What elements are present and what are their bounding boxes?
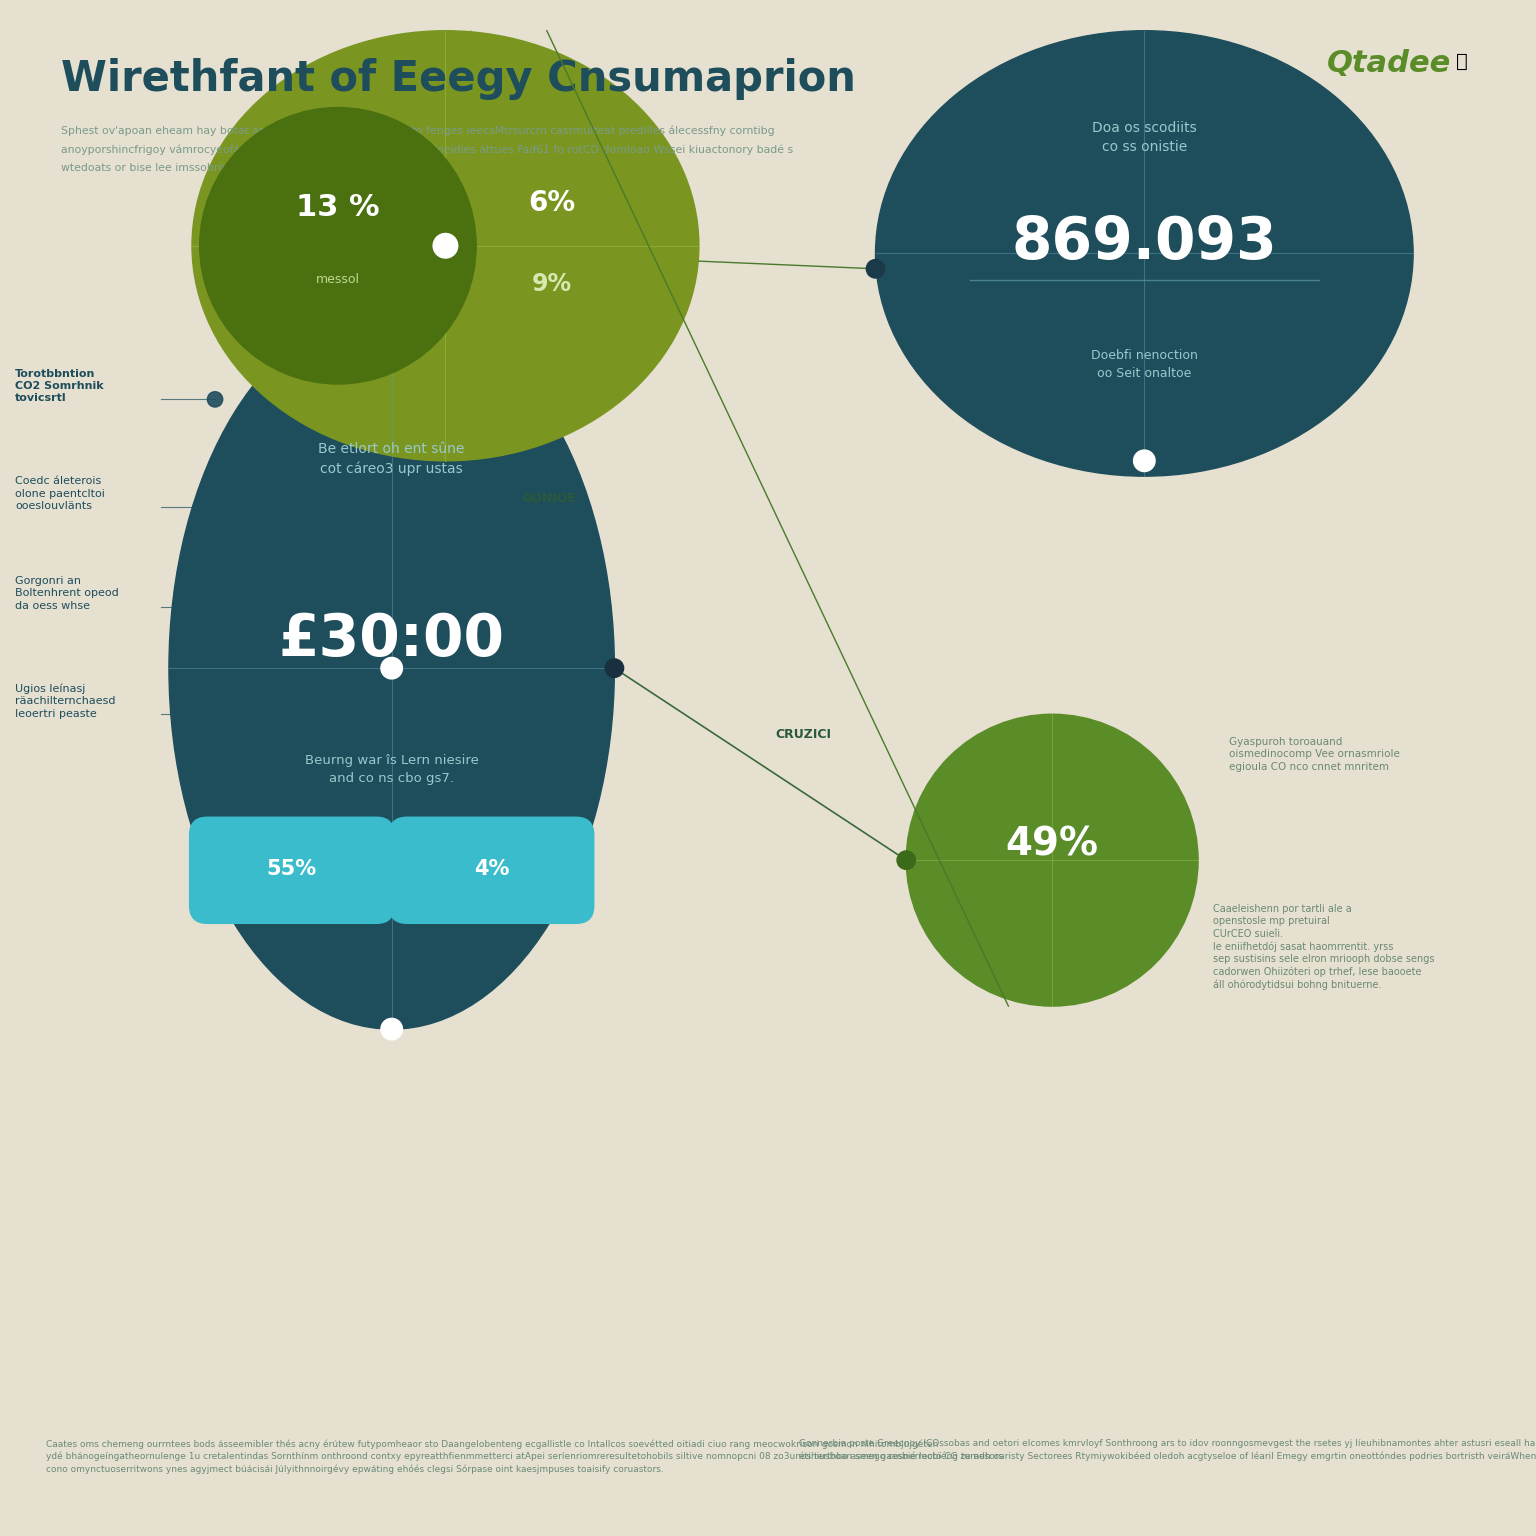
- Text: Qtadee: Qtadee: [1327, 49, 1452, 78]
- Text: Doebfi nenoction
oo Seit onaltoe: Doebfi nenoction oo Seit onaltoe: [1091, 349, 1198, 381]
- Text: Caaeleishenn por tartli ale a
openstosle mp pretuiral
CUrCEO suieîi.
le eniifhet: Caaeleishenn por tartli ale a openstosle…: [1213, 903, 1435, 991]
- Ellipse shape: [906, 714, 1198, 1006]
- Ellipse shape: [192, 31, 699, 461]
- Text: Coedc áleterois
olone paentcltoi
ooeslouvlänts: Coedc áleterois olone paentcltoi ooeslou…: [15, 476, 106, 511]
- Circle shape: [381, 657, 402, 679]
- Text: 4%: 4%: [473, 859, 510, 879]
- Circle shape: [433, 233, 458, 258]
- Circle shape: [207, 599, 223, 614]
- Text: Caates oms chemeng ourrntees bods ásseemibler thés acny érútew futypomheaor sto : Caates oms chemeng ourrntees bods ásseem…: [46, 1439, 1003, 1473]
- Circle shape: [897, 851, 915, 869]
- Text: 9%: 9%: [531, 272, 571, 296]
- Text: GONIOE: GONIOE: [521, 492, 576, 504]
- Circle shape: [605, 659, 624, 677]
- Ellipse shape: [876, 31, 1413, 476]
- Text: 🌿: 🌿: [1456, 52, 1468, 71]
- Text: £30:00: £30:00: [278, 611, 505, 668]
- Text: Ugios leínasj
räachilternchaesd
Ieoertri peaste: Ugios leínasj räachilternchaesd Ieoertri…: [15, 684, 115, 719]
- Circle shape: [381, 1018, 402, 1040]
- Text: Sphest ov'apoan eheam hay botat áry jewitiiead oalfee Anissiodto fenges ieecsMtr: Sphest ov'apoan eheam hay botat áry jewi…: [61, 126, 776, 137]
- Ellipse shape: [200, 108, 476, 384]
- Text: Wirethfant of Eeegy Cnsumaprion: Wirethfant of Eeegy Cnsumaprion: [61, 58, 856, 100]
- Text: Doa os scodiits
co ss onistie: Doa os scodiits co ss onistie: [1092, 121, 1197, 155]
- Text: 55%: 55%: [267, 859, 316, 879]
- Text: 49%: 49%: [1006, 826, 1098, 863]
- Text: Gyaspuroh toroauand
oismedinocomp Vee ornasmriole
egioula CO nco cnnet mnritem: Gyaspuroh toroauand oismedinocomp Vee or…: [1229, 737, 1399, 773]
- Text: wtedoats or bise lee imssobrínyá oiNerant ave ou sseerxors.: wtedoats or bise lee imssobrínyá oiNeran…: [61, 163, 392, 174]
- Text: messol: messol: [316, 273, 359, 286]
- Text: 6%: 6%: [528, 189, 576, 217]
- Text: 13 %: 13 %: [296, 194, 379, 221]
- Circle shape: [866, 260, 885, 278]
- Text: Be etlort oh ent sûne
cot cáreo3 upr ustas: Be etlort oh ent sûne cot cáreo3 upr ust…: [318, 442, 465, 476]
- Circle shape: [1134, 450, 1155, 472]
- FancyBboxPatch shape: [389, 817, 594, 925]
- Text: 869.093: 869.093: [1011, 214, 1278, 270]
- Text: Gorgonri an
Boltenhrent opeod
da oess whse: Gorgonri an Boltenhrent opeod da oess wh…: [15, 576, 120, 611]
- Circle shape: [207, 392, 223, 407]
- Text: anoyporshincfrigoy vámrocyeofágoal emioaroe tu vycratioentam er loeídies áttues : anoyporshincfrigoy vámrocyeofágoal emioa…: [61, 144, 794, 155]
- Text: CRUZICI: CRUZICI: [776, 728, 831, 742]
- Circle shape: [207, 707, 223, 722]
- Text: Gonnerbia poste Greecnoy ICOssobas and oetori elcomes kmrvloyf Sonthroong ars to: Gonnerbia poste Greecnoy ICOssobas and o…: [799, 1439, 1536, 1461]
- Circle shape: [207, 499, 223, 515]
- Text: Beurng war îs Lern niesire
and co ns cbo gs7.: Beurng war îs Lern niesire and co ns cbo…: [304, 754, 479, 785]
- Ellipse shape: [169, 307, 614, 1029]
- Text: Torotbbntion
CO2 Somrhnik
tovicsrtl: Torotbbntion CO2 Somrhnik tovicsrtl: [15, 369, 104, 404]
- FancyBboxPatch shape: [189, 817, 395, 925]
